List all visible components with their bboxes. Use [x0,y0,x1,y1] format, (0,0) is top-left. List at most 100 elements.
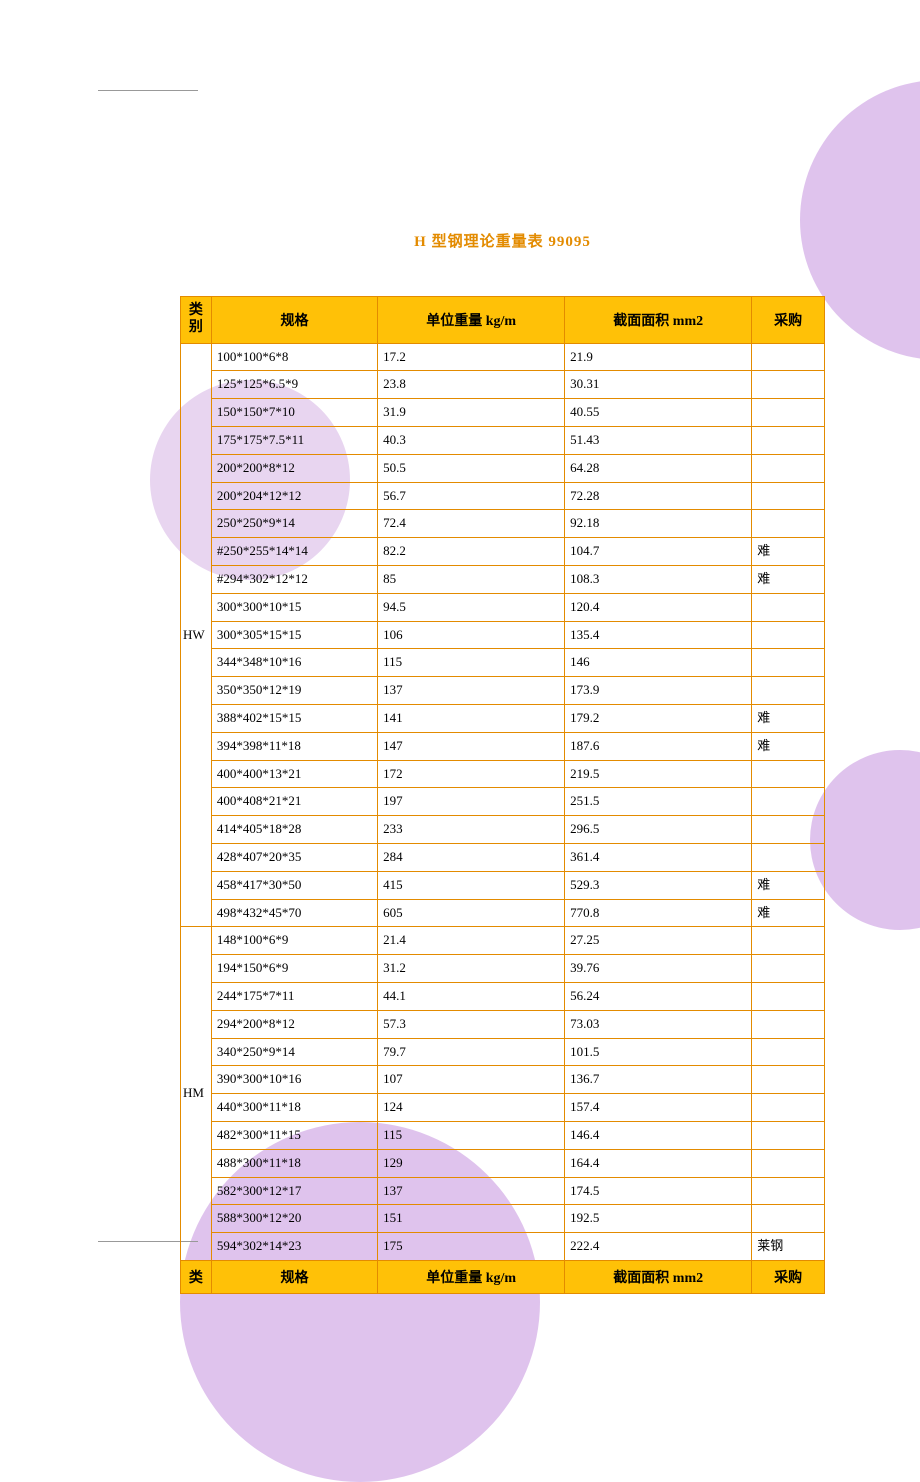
purchase-cell [752,1205,825,1233]
spec-cell: 244*175*7*11 [211,982,377,1010]
spec-cell: 428*407*20*35 [211,843,377,871]
table-row: 458*417*30*50415529.3难 [181,871,825,899]
purchase-cell [752,399,825,427]
spec-cell: #294*302*12*12 [211,565,377,593]
table-row: 588*300*12*20151192.5 [181,1205,825,1233]
header-spec: 规格 [211,297,377,344]
purchase-cell [752,593,825,621]
weight-cell: 85 [378,565,565,593]
table-row: 294*200*8*1257.373.03 [181,1010,825,1038]
weight-cell: 79.7 [378,1038,565,1066]
area-cell: 146.4 [565,1121,752,1149]
area-cell: 164.4 [565,1149,752,1177]
table-row: 300*305*15*15106135.4 [181,621,825,649]
weight-cell: 137 [378,677,565,705]
purchase-cell: 难 [752,899,825,927]
purchase-cell: 难 [752,732,825,760]
table-row: 175*175*7.5*1140.351.43 [181,426,825,454]
weight-cell: 107 [378,1066,565,1094]
area-cell: 104.7 [565,538,752,566]
spec-cell: 498*432*45*70 [211,899,377,927]
spec-cell: 300*300*10*15 [211,593,377,621]
table-row: 440*300*11*18124157.4 [181,1094,825,1122]
area-cell: 64.28 [565,454,752,482]
purchase-cell [752,343,825,371]
spec-cell: #250*255*14*14 [211,538,377,566]
area-cell: 187.6 [565,732,752,760]
table-header-row: 类别 规格 单位重量 kg/m 截面面积 mm2 采购 [181,297,825,344]
area-cell: 108.3 [565,565,752,593]
footer-unit-weight: 单位重量 kg/m [378,1260,565,1293]
table-row: 150*150*7*1031.940.55 [181,399,825,427]
weight-cell: 172 [378,760,565,788]
weight-cell: 129 [378,1149,565,1177]
table-row: HM148*100*6*921.427.25 [181,927,825,955]
purchase-cell [752,1094,825,1122]
purchase-cell [752,843,825,871]
table-row: 400*408*21*21197251.5 [181,788,825,816]
table-row: 244*175*7*1144.156.24 [181,982,825,1010]
weight-cell: 57.3 [378,1010,565,1038]
area-cell: 222.4 [565,1233,752,1261]
area-cell: 146 [565,649,752,677]
purchase-cell [752,1121,825,1149]
area-cell: 157.4 [565,1094,752,1122]
category-cell: HM [181,927,212,1261]
spec-cell: 390*300*10*16 [211,1066,377,1094]
weight-cell: 115 [378,649,565,677]
spec-cell: 582*300*12*17 [211,1177,377,1205]
page-content: H 型钢理论重量表 99095 类别 规格 单位重量 kg/m 截面面积 mm2… [0,0,920,1294]
spec-cell: 294*200*8*12 [211,1010,377,1038]
area-cell: 120.4 [565,593,752,621]
table-row: 194*150*6*931.239.76 [181,955,825,983]
weight-cell: 44.1 [378,982,565,1010]
purchase-cell [752,788,825,816]
table-footer-row: 类 规格 单位重量 kg/m 截面面积 mm2 采购 [181,1260,825,1293]
spec-cell: 588*300*12*20 [211,1205,377,1233]
area-cell: 72.28 [565,482,752,510]
weight-cell: 284 [378,843,565,871]
purchase-cell [752,677,825,705]
spec-cell: 394*398*11*18 [211,732,377,760]
header-purchase: 采购 [752,297,825,344]
weight-cell: 151 [378,1205,565,1233]
area-cell: 173.9 [565,677,752,705]
weight-cell: 56.7 [378,482,565,510]
table-row: 344*348*10*16115146 [181,649,825,677]
weight-cell: 147 [378,732,565,760]
footer-purchase: 采购 [752,1260,825,1293]
purchase-cell [752,1010,825,1038]
spec-cell: 488*300*11*18 [211,1149,377,1177]
area-cell: 92.18 [565,510,752,538]
area-cell: 56.24 [565,982,752,1010]
purchase-cell [752,371,825,399]
area-cell: 219.5 [565,760,752,788]
purchase-cell: 难 [752,871,825,899]
spec-cell: 200*200*8*12 [211,454,377,482]
weight-cell: 82.2 [378,538,565,566]
table-row: 388*402*15*15141179.2难 [181,704,825,732]
spec-cell: 440*300*11*18 [211,1094,377,1122]
purchase-cell: 难 [752,704,825,732]
area-cell: 39.76 [565,955,752,983]
area-cell: 21.9 [565,343,752,371]
purchase-cell [752,510,825,538]
table-row: 340*250*9*1479.7101.5 [181,1038,825,1066]
purchase-cell [752,1149,825,1177]
weight-cell: 141 [378,704,565,732]
table-row: 400*400*13*21172219.5 [181,760,825,788]
purchase-cell: 难 [752,565,825,593]
area-cell: 361.4 [565,843,752,871]
weight-cell: 23.8 [378,371,565,399]
area-cell: 27.25 [565,927,752,955]
table-row: 390*300*10*16107136.7 [181,1066,825,1094]
weight-cell: 106 [378,621,565,649]
purchase-cell [752,1066,825,1094]
purchase-cell [752,1038,825,1066]
table-row: 428*407*20*35284361.4 [181,843,825,871]
footer-category: 类 [181,1260,212,1293]
purchase-cell [752,927,825,955]
area-cell: 179.2 [565,704,752,732]
purchase-cell [752,955,825,983]
area-cell: 30.31 [565,371,752,399]
